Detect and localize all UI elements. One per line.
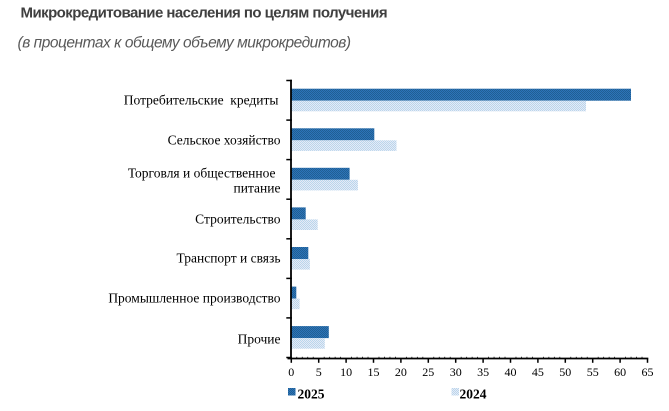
svg-text:5: 5 — [316, 365, 322, 379]
svg-text:Прочие: Прочие — [238, 332, 281, 347]
svg-text:2024: 2024 — [460, 387, 487, 402]
svg-text:45: 45 — [532, 365, 544, 379]
svg-text:60: 60 — [614, 365, 626, 379]
svg-text:(в процентах к общему объему м: (в процентах к общему объему микрокредит… — [18, 35, 351, 52]
svg-text:30: 30 — [450, 365, 462, 379]
svg-text:питание: питание — [234, 180, 281, 195]
svg-text:Строительство: Строительство — [195, 211, 281, 226]
svg-text:20: 20 — [395, 365, 407, 379]
svg-text:50: 50 — [559, 365, 571, 379]
svg-text:40: 40 — [505, 365, 517, 379]
svg-text:Промышленное производство: Промышленное производство — [108, 290, 280, 305]
svg-text:65: 65 — [642, 365, 654, 379]
svg-text:Сельское хозяйство: Сельское хозяйство — [168, 133, 281, 148]
svg-text:Микрокредитование населения по: Микрокредитование населения по целям пол… — [21, 5, 388, 22]
svg-text:10: 10 — [340, 365, 352, 379]
svg-text:Торговля и общественное: Торговля и общественное — [128, 165, 276, 180]
svg-text:55: 55 — [587, 365, 599, 379]
svg-text:2025: 2025 — [298, 387, 325, 402]
svg-text:35: 35 — [477, 365, 489, 379]
svg-text:0: 0 — [288, 365, 294, 379]
svg-text:Транспорт и связь: Транспорт и связь — [177, 250, 281, 265]
svg-text:15: 15 — [368, 365, 380, 379]
svg-text:25: 25 — [422, 365, 434, 379]
svg-text:Потребительские кредиты: Потребительские кредиты — [124, 93, 279, 108]
